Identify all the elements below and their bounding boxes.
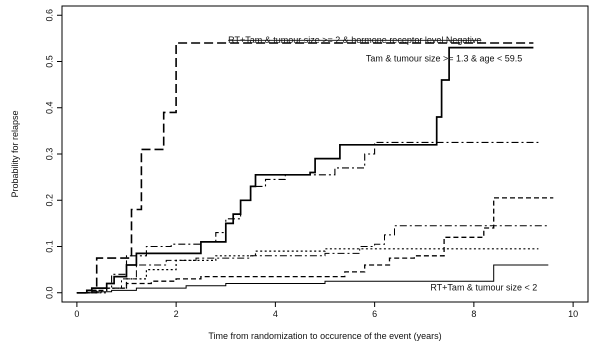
x-tick-label: 2 xyxy=(174,309,179,319)
annotation-label-2: Tam & tumour size >= 1.3 & age < 59.5 xyxy=(366,54,522,64)
annotations: RT+Tam & tumour size >= 2 & hormone rece… xyxy=(228,35,537,292)
annotation-label-3: RT+Tam & tumour size < 2 xyxy=(430,282,537,292)
y-tick-label: 0.5 xyxy=(44,55,54,68)
x-tick-label: 8 xyxy=(471,309,476,319)
x-tick-label: 6 xyxy=(372,309,377,319)
series-layer xyxy=(76,42,554,294)
y-tick-label: 0.1 xyxy=(44,240,54,253)
axes: 0 2 4 6 8 10 0.0 0.1 0.2 0.3 0.4 0.5 0.6 xyxy=(44,5,589,319)
x-tick-label: 4 xyxy=(273,309,278,319)
x-tick-label: 0 xyxy=(74,309,79,319)
series-line-4 xyxy=(76,197,554,294)
series-line-3 xyxy=(76,141,539,294)
series-line-6 xyxy=(76,248,539,294)
x-axis-title: Time from randomization to occurence of … xyxy=(208,331,441,341)
series-line-2 xyxy=(76,46,534,294)
x-tick-label: 10 xyxy=(568,309,578,319)
y-tick-label: 0.6 xyxy=(44,9,54,22)
y-tick-label: 0.4 xyxy=(44,101,54,114)
y-tick-label: 0.2 xyxy=(44,194,54,207)
series-line-5 xyxy=(76,225,549,294)
y-tick-label: 0.3 xyxy=(44,148,54,161)
series-line-7 xyxy=(76,264,549,294)
y-axis-title: Probability for relapse xyxy=(10,110,20,197)
y-tick-label: 0.0 xyxy=(44,286,54,299)
annotation-label-1: RT+Tam & tumour size >= 2 & hormone rece… xyxy=(228,35,481,45)
